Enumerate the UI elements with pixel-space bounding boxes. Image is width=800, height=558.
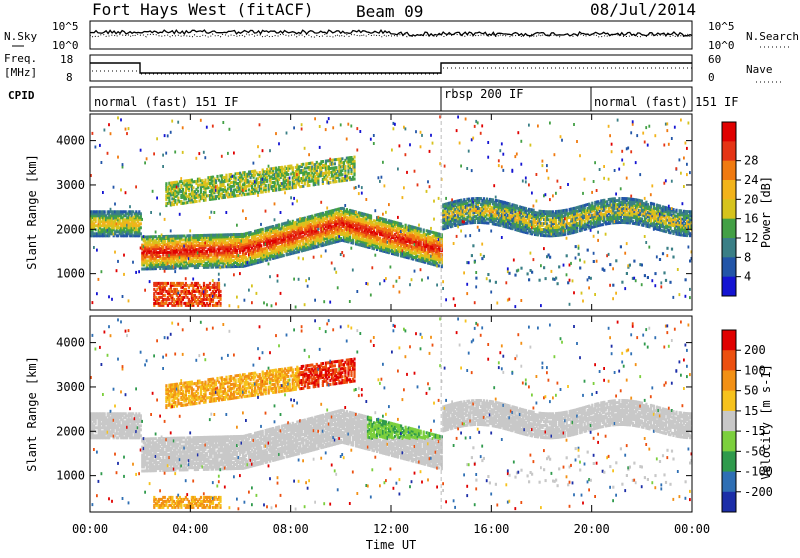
colorbar-swatch (722, 350, 736, 371)
power-colorbar-tick-label: 20 (744, 192, 758, 206)
y-tick-label: 3000 (56, 380, 85, 394)
velocity-colorbar-tick-label: 50 (744, 384, 758, 398)
x-tick-label: 20:00 (574, 522, 610, 536)
nsky-label: N.Sky (4, 30, 37, 43)
beam-label: Beam 09 (356, 2, 423, 21)
velocity-colorbar-tick-label: -200 (744, 485, 773, 499)
velocity-colorbar-label: Velocity [m s-1] (759, 364, 773, 480)
colorbar-swatch (722, 391, 736, 412)
time-x-axis: 00:00 04:00 08:00 12:00 16:00 20:00 00:00 (72, 114, 710, 536)
power-heatmap (90, 114, 694, 310)
freq-bottom-tick: 8 (66, 71, 73, 84)
y-tick-label: 2000 (56, 424, 85, 438)
nave-top-tick: 60 (708, 53, 721, 66)
power-colorbar-tick-label: 4 (744, 270, 751, 284)
colorbar-swatch (722, 180, 736, 200)
power-colorbar-tick-label: 12 (744, 231, 758, 245)
y-tick-label: 4000 (56, 134, 85, 148)
colorbar-swatch (722, 219, 736, 239)
date-label: 08/Jul/2014 (590, 0, 696, 19)
nsearch-label: N.Search (746, 30, 799, 43)
cpid-segment-2: rbsp 200 IF (444, 87, 523, 101)
colorbar-swatch (722, 472, 736, 493)
freq-panel (90, 55, 692, 81)
x-tick-label: 08:00 (273, 522, 309, 536)
power-colorbar: 4 8 12 16 20 24 28 (722, 122, 758, 297)
cpid-segment-1: normal (fast) 151 IF (94, 95, 239, 109)
x-tick-label: 16:00 (473, 522, 509, 536)
y-tick-label: 3000 (56, 178, 85, 192)
x-tick-label: 00:00 (674, 522, 710, 536)
nsky-bottom-tick: 10^0 (52, 39, 79, 52)
freq-top-tick: 18 (60, 53, 73, 66)
y-tick-label: 1000 (56, 469, 85, 483)
noise-panel (90, 21, 692, 49)
plot-title: Fort Hays West (fitACF) (92, 0, 314, 19)
power-colorbar-tick-label: 28 (744, 154, 758, 168)
power-colorbar-label: Power [dB] (759, 176, 773, 248)
x-tick-label: 04:00 (172, 522, 208, 536)
colorbar-swatch (722, 238, 736, 258)
colorbar-swatch (722, 199, 736, 219)
colorbar-swatch (722, 277, 736, 297)
power-y-label: Slant Range [km] (25, 154, 39, 270)
y-tick-label: 4000 (56, 336, 85, 350)
colorbar-swatch (722, 411, 736, 432)
nsky-top-tick: 10^5 (52, 20, 79, 33)
nsearch-bottom-tick: 10^0 (708, 39, 735, 52)
freq-label: Freq. (4, 52, 37, 65)
colorbar-swatch (722, 161, 736, 181)
y-tick-label: 2000 (56, 222, 85, 236)
nsearch-top-tick: 10^5 (708, 20, 735, 33)
colorbar-swatch (722, 370, 736, 391)
cpid-label: CPID (8, 89, 35, 102)
velocity-y-label: Slant Range [km] (25, 356, 39, 472)
y-tick-label: 1000 (56, 267, 85, 281)
power-colorbar-tick-label: 8 (744, 250, 751, 264)
colorbar-swatch (722, 330, 736, 351)
velocity-colorbar-tick-label: 15 (744, 404, 758, 418)
velocity-colorbar-tick-label: 200 (744, 343, 766, 357)
power-colorbar-tick-label: 16 (744, 212, 758, 226)
nave-label: Nave (746, 63, 773, 76)
nave-bottom-tick: 0 (708, 71, 715, 84)
colorbar-swatch (722, 257, 736, 277)
nsky-trace (90, 30, 692, 36)
freq-trace (90, 63, 692, 73)
colorbar-swatch (722, 122, 736, 142)
colorbar-swatch (722, 431, 736, 452)
velocity-heatmap (90, 316, 694, 512)
x-tick-label: 00:00 (72, 522, 108, 536)
x-axis-label: Time UT (366, 538, 417, 552)
x-tick-label: 12:00 (373, 522, 409, 536)
colorbar-swatch (722, 451, 736, 472)
freq-unit-label: [MHz] (4, 66, 37, 79)
power-colorbar-tick-label: 24 (744, 173, 758, 187)
cpid-segment-3: normal (fast) 151 IF (594, 95, 739, 109)
colorbar-swatch (722, 492, 736, 513)
colorbar-swatch (722, 141, 736, 161)
